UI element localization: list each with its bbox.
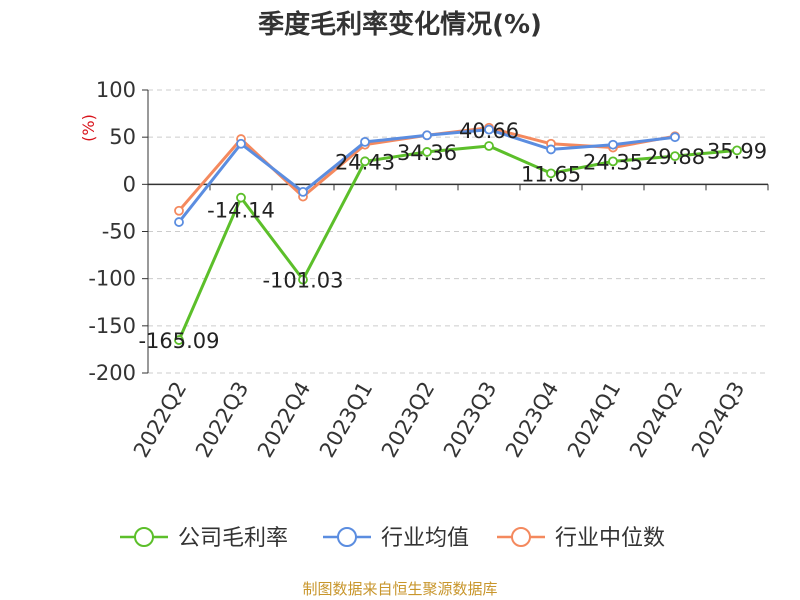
y-axis-label: (%) bbox=[79, 114, 98, 142]
legend-swatch-marker bbox=[134, 527, 154, 547]
data-point bbox=[608, 139, 618, 150]
x-tick-label: 2024Q1 bbox=[563, 378, 625, 462]
legend-label: 公司毛利率 bbox=[178, 526, 288, 551]
data-label: 35.99 bbox=[707, 139, 767, 163]
data-point bbox=[670, 132, 680, 143]
y-tick-label: 100 bbox=[96, 78, 136, 102]
data-label: 11.65 bbox=[521, 162, 581, 186]
data-labels: -165.09 -14.14 -101.03 24.43 34.3640.6611.65… bbox=[138, 119, 767, 353]
data-point bbox=[174, 217, 184, 227]
source-note: 制图数据来自恒生聚源数据库 bbox=[302, 580, 498, 598]
data-point bbox=[298, 274, 308, 285]
grid-lines bbox=[148, 89, 768, 374]
data-point bbox=[484, 124, 494, 135]
y-tick-label: 50 bbox=[109, 125, 136, 149]
data-point bbox=[360, 156, 370, 167]
series-line bbox=[177, 144, 738, 341]
x-tick-label: 2024Q3 bbox=[687, 378, 749, 462]
data-point bbox=[546, 168, 556, 179]
data-point bbox=[174, 335, 184, 345]
series-lines bbox=[174, 122, 742, 345]
x-tick-label: 2023Q3 bbox=[439, 378, 501, 462]
data-label: 29.88 bbox=[645, 145, 705, 169]
legend-label: 行业中位数 bbox=[555, 526, 665, 551]
legend-label: 行业均值 bbox=[381, 526, 469, 551]
data-point bbox=[236, 138, 246, 149]
data-label: -101.03 bbox=[262, 269, 343, 293]
data-point bbox=[298, 186, 308, 197]
y-tick-label: -150 bbox=[88, 314, 136, 338]
data-point bbox=[732, 145, 742, 156]
data-point bbox=[484, 141, 494, 151]
data-point bbox=[236, 192, 246, 203]
data-label: -165.09 bbox=[138, 329, 219, 353]
x-tick-label: 2024Q2 bbox=[625, 378, 687, 462]
data-point bbox=[608, 156, 618, 167]
x-tick-label: 2023Q2 bbox=[377, 378, 439, 462]
y-tick-label: -200 bbox=[88, 361, 136, 385]
data-label: 24.43 bbox=[335, 150, 395, 174]
x-tick-label: 2022Q2 bbox=[129, 378, 191, 462]
data-point bbox=[360, 136, 370, 147]
x-tick-label: 2022Q4 bbox=[253, 378, 315, 462]
data-label: 34.36 bbox=[397, 141, 457, 165]
x-tick-label: 2022Q3 bbox=[191, 378, 253, 462]
legend-swatch-marker bbox=[337, 527, 357, 547]
data-point bbox=[670, 151, 680, 162]
y-tick-label: -100 bbox=[88, 267, 136, 291]
data-point bbox=[174, 205, 184, 216]
legend: 公司毛利率 行业均值 行业中位数 bbox=[120, 526, 665, 551]
data-point bbox=[422, 147, 432, 157]
x-tick-label: 2023Q1 bbox=[315, 378, 377, 462]
legend-swatch-marker bbox=[511, 527, 531, 547]
y-tick-label: -50 bbox=[102, 220, 136, 244]
data-label: 24.35 bbox=[583, 150, 643, 174]
data-label: -14.14 bbox=[207, 199, 275, 223]
data-label: 40.66 bbox=[459, 119, 519, 143]
data-point bbox=[546, 144, 556, 155]
chart-title: 季度毛利率变化情况(%) bbox=[258, 10, 542, 40]
y-tick-label: 0 bbox=[123, 172, 136, 196]
x-tick-label: 2023Q4 bbox=[501, 378, 563, 462]
data-point bbox=[422, 130, 432, 141]
